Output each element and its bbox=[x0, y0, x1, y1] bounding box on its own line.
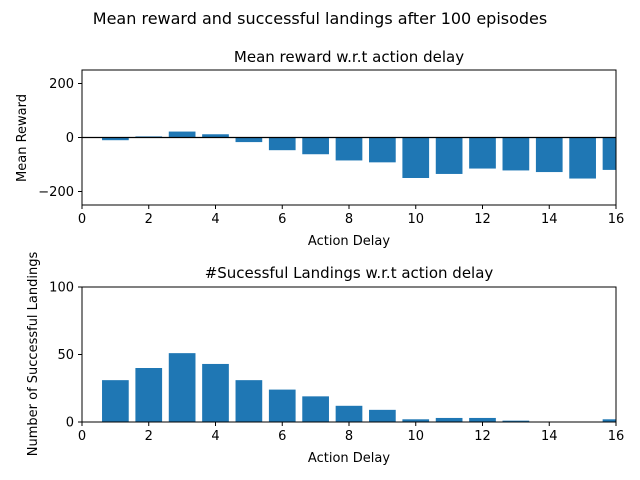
landings-xtick-label: 16 bbox=[608, 429, 625, 444]
landings-bar bbox=[435, 417, 463, 422]
landings-xtick-label: 8 bbox=[345, 429, 353, 444]
reward-xtick-label: 2 bbox=[145, 212, 153, 227]
landings-bar bbox=[268, 389, 296, 422]
landings-bars bbox=[102, 353, 616, 422]
landings-ytick-label: 0 bbox=[66, 416, 74, 431]
landings-bar bbox=[202, 363, 229, 422]
reward-bar bbox=[335, 137, 363, 161]
landings-xtick-label: 0 bbox=[78, 429, 86, 444]
reward-bar bbox=[569, 137, 596, 179]
landings-bar bbox=[335, 405, 363, 422]
chart-mean-reward-ylabel: Mean Reward bbox=[15, 94, 30, 182]
figure-suptitle: Mean reward and successful landings afte… bbox=[93, 9, 547, 28]
chart-landings-xlabel: Action Delay bbox=[308, 451, 390, 466]
landings-bar bbox=[302, 396, 329, 422]
landings-xtick-label: 2 bbox=[145, 429, 153, 444]
landings-bar bbox=[369, 409, 396, 422]
reward-bar bbox=[302, 137, 329, 155]
reward-xtick-label: 10 bbox=[407, 212, 424, 227]
chart-landings-title: #Sucessful Landings w.r.t action delay bbox=[205, 264, 494, 282]
reward-bar bbox=[369, 137, 396, 163]
reward-bar bbox=[235, 137, 263, 143]
reward-bar bbox=[435, 137, 463, 174]
landings-ytick-label: 50 bbox=[57, 348, 74, 363]
reward-xtick-label: 6 bbox=[278, 212, 286, 227]
reward-bar bbox=[168, 131, 196, 138]
reward-ytick-label: 200 bbox=[49, 77, 74, 92]
reward-bar bbox=[102, 137, 129, 141]
reward-bar bbox=[268, 137, 296, 151]
reward-bar bbox=[535, 137, 563, 173]
landings-xtick-label: 4 bbox=[211, 429, 219, 444]
chart-mean-reward: Mean reward w.r.t action delay Action De… bbox=[15, 48, 625, 249]
landings-xtick-label: 6 bbox=[278, 429, 286, 444]
reward-bar bbox=[202, 134, 229, 138]
landings-xtick-label: 10 bbox=[407, 429, 424, 444]
landings-bar bbox=[402, 419, 430, 422]
reward-xtick-label: 16 bbox=[608, 212, 625, 227]
landings-xtick-label: 14 bbox=[541, 429, 558, 444]
landings-bar bbox=[502, 420, 530, 422]
chart-successful-landings: #Sucessful Landings w.r.t action delay A… bbox=[26, 252, 625, 466]
reward-xtick-label: 8 bbox=[345, 212, 353, 227]
chart-mean-reward-title: Mean reward w.r.t action delay bbox=[234, 48, 464, 66]
reward-xtick-label: 12 bbox=[474, 212, 491, 227]
landings-bar bbox=[168, 353, 196, 422]
reward-bar bbox=[502, 137, 530, 171]
landings-ytick-label: 100 bbox=[49, 281, 74, 296]
reward-ytick-label: −200 bbox=[38, 185, 74, 200]
chart-landings-ylabel: Number of Successful Landings bbox=[26, 252, 41, 457]
reward-ytick-label: 0 bbox=[66, 131, 74, 146]
landings-xtick-label: 12 bbox=[474, 429, 491, 444]
reward-bar bbox=[469, 137, 496, 169]
reward-xtick-label: 0 bbox=[78, 212, 86, 227]
landings-bar bbox=[102, 380, 129, 422]
landings-bar bbox=[602, 419, 616, 422]
landings-bar bbox=[469, 417, 496, 422]
reward-xtick-label: 14 bbox=[541, 212, 558, 227]
landings-bar bbox=[235, 380, 263, 422]
reward-bar bbox=[402, 137, 430, 178]
reward-bars bbox=[102, 131, 616, 179]
landings-bar bbox=[135, 368, 163, 422]
landings-axes-frame bbox=[81, 286, 617, 423]
reward-bar bbox=[602, 137, 616, 170]
reward-xtick-label: 4 bbox=[211, 212, 219, 227]
chart-mean-reward-xlabel: Action Delay bbox=[308, 234, 390, 249]
